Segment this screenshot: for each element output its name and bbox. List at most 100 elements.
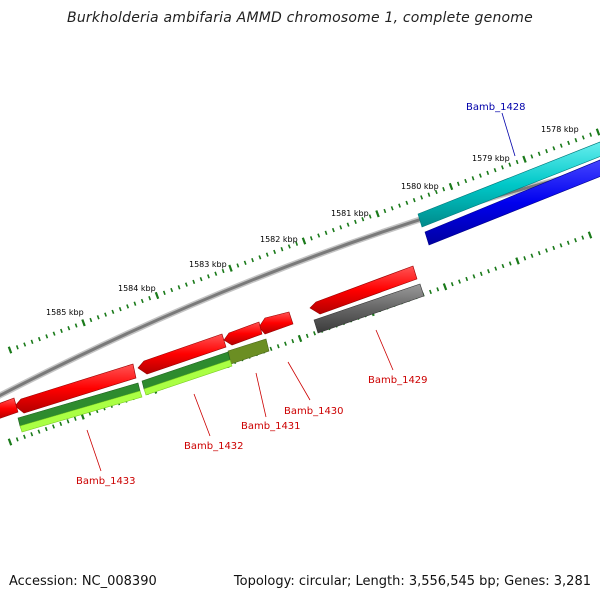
minor-tick	[429, 289, 432, 295]
minor-tick	[479, 271, 483, 276]
minor-tick	[552, 245, 556, 251]
gene-feature[interactable]	[143, 359, 233, 396]
callout-line	[375, 329, 394, 371]
minor-tick	[30, 339, 34, 344]
tick-label: 1584 kbp	[118, 284, 156, 293]
minor-tick	[89, 317, 93, 323]
gene-feature[interactable]	[0, 397, 19, 419]
major-tick	[81, 319, 86, 327]
outer-tick-ring	[7, 128, 600, 354]
minor-tick	[383, 208, 387, 214]
minor-tick	[537, 151, 541, 156]
minor-tick	[458, 279, 461, 284]
minor-tick	[354, 219, 357, 225]
minor-tick	[465, 276, 469, 282]
minor-tick	[67, 326, 71, 331]
minor-tick	[574, 138, 578, 143]
minor-tick	[73, 416, 77, 421]
gene-label[interactable]: Bamb_1428	[466, 102, 526, 113]
minor-tick	[390, 206, 394, 211]
minor-tick	[581, 235, 585, 240]
genome-summary-text: Topology: circular; Length: 3,556,545 bp…	[233, 574, 591, 589]
minor-tick	[184, 282, 188, 287]
callout-line	[287, 361, 311, 401]
minor-tick	[508, 261, 512, 266]
minor-tick	[23, 342, 27, 347]
minor-tick	[537, 250, 541, 256]
minor-tick	[126, 304, 130, 309]
minor-tick	[44, 426, 48, 432]
minor-tick	[478, 173, 482, 178]
minor-tick	[111, 309, 115, 314]
minor-tick	[464, 178, 468, 184]
gene-label[interactable]: Bamb_1429	[368, 375, 428, 386]
minor-tick	[545, 248, 548, 253]
minor-tick	[192, 279, 196, 285]
minor-tick	[74, 323, 78, 328]
major-tick	[522, 155, 527, 163]
minor-tick	[37, 336, 41, 342]
callout-line	[193, 393, 211, 437]
accession-text: Accession: NC_008390	[9, 574, 157, 589]
minor-tick	[324, 230, 328, 235]
gene-feature[interactable]	[313, 283, 425, 334]
gene-label[interactable]: Bamb_1432	[184, 441, 244, 452]
major-tick	[595, 128, 600, 136]
minor-tick	[486, 170, 490, 176]
minor-tick	[515, 159, 519, 165]
gene-feature[interactable]	[424, 159, 600, 246]
gene-label[interactable]: Bamb_1433	[76, 476, 136, 487]
minor-tick	[436, 287, 440, 292]
minor-tick	[15, 437, 19, 442]
gene-feature[interactable]	[309, 265, 418, 315]
genome-backbone-core	[0, 167, 600, 398]
major-tick	[375, 210, 380, 218]
minor-tick	[559, 143, 563, 148]
minor-tick	[523, 256, 527, 261]
minor-tick	[442, 187, 446, 192]
minor-tick	[59, 421, 63, 427]
major-tick	[301, 237, 307, 245]
minor-tick	[37, 429, 41, 434]
minor-tick	[199, 277, 203, 282]
minor-tick	[269, 346, 273, 351]
minor-tick	[420, 195, 424, 200]
tick-label: 1581 kbp	[331, 209, 369, 218]
minor-tick	[276, 344, 280, 349]
gene-feature[interactable]	[223, 321, 263, 346]
minor-tick	[133, 301, 137, 306]
gene-label[interactable]: Bamb_1431	[241, 421, 301, 432]
minor-tick	[339, 225, 343, 230]
minor-tick	[559, 243, 563, 248]
minor-tick	[566, 240, 570, 245]
gene-feature[interactable]	[258, 311, 294, 335]
major-tick	[448, 182, 454, 191]
minor-tick	[313, 331, 316, 336]
minor-tick	[96, 315, 100, 320]
minor-tick	[148, 296, 152, 301]
minor-tick	[589, 132, 593, 137]
minor-tick	[236, 263, 240, 268]
minor-tick	[412, 197, 416, 203]
minor-tick	[494, 266, 498, 271]
major-tick	[7, 438, 13, 446]
minor-tick	[581, 135, 585, 140]
tick-label: 1579 kbp	[472, 154, 510, 163]
major-tick	[7, 346, 13, 354]
major-tick	[442, 283, 448, 291]
callout-line	[255, 372, 267, 418]
minor-tick	[15, 345, 19, 350]
minor-tick	[284, 341, 287, 346]
minor-tick	[501, 263, 505, 269]
gene-feature[interactable]	[137, 333, 227, 375]
gene-feature[interactable]	[417, 141, 600, 228]
gene-callout-lines	[86, 112, 516, 472]
tick-label: 1585 kbp	[46, 308, 84, 317]
minor-tick	[60, 328, 63, 334]
gene-labels: Bamb_1428 Bamb_1429 Bamb_1430 Bamb_1431 …	[76, 102, 526, 487]
minor-tick	[273, 249, 277, 255]
tick-label: 1582 kbp	[260, 235, 298, 244]
gene-feature[interactable]	[19, 390, 143, 433]
gene-label[interactable]: Bamb_1430	[284, 406, 344, 417]
minor-tick	[456, 181, 460, 186]
